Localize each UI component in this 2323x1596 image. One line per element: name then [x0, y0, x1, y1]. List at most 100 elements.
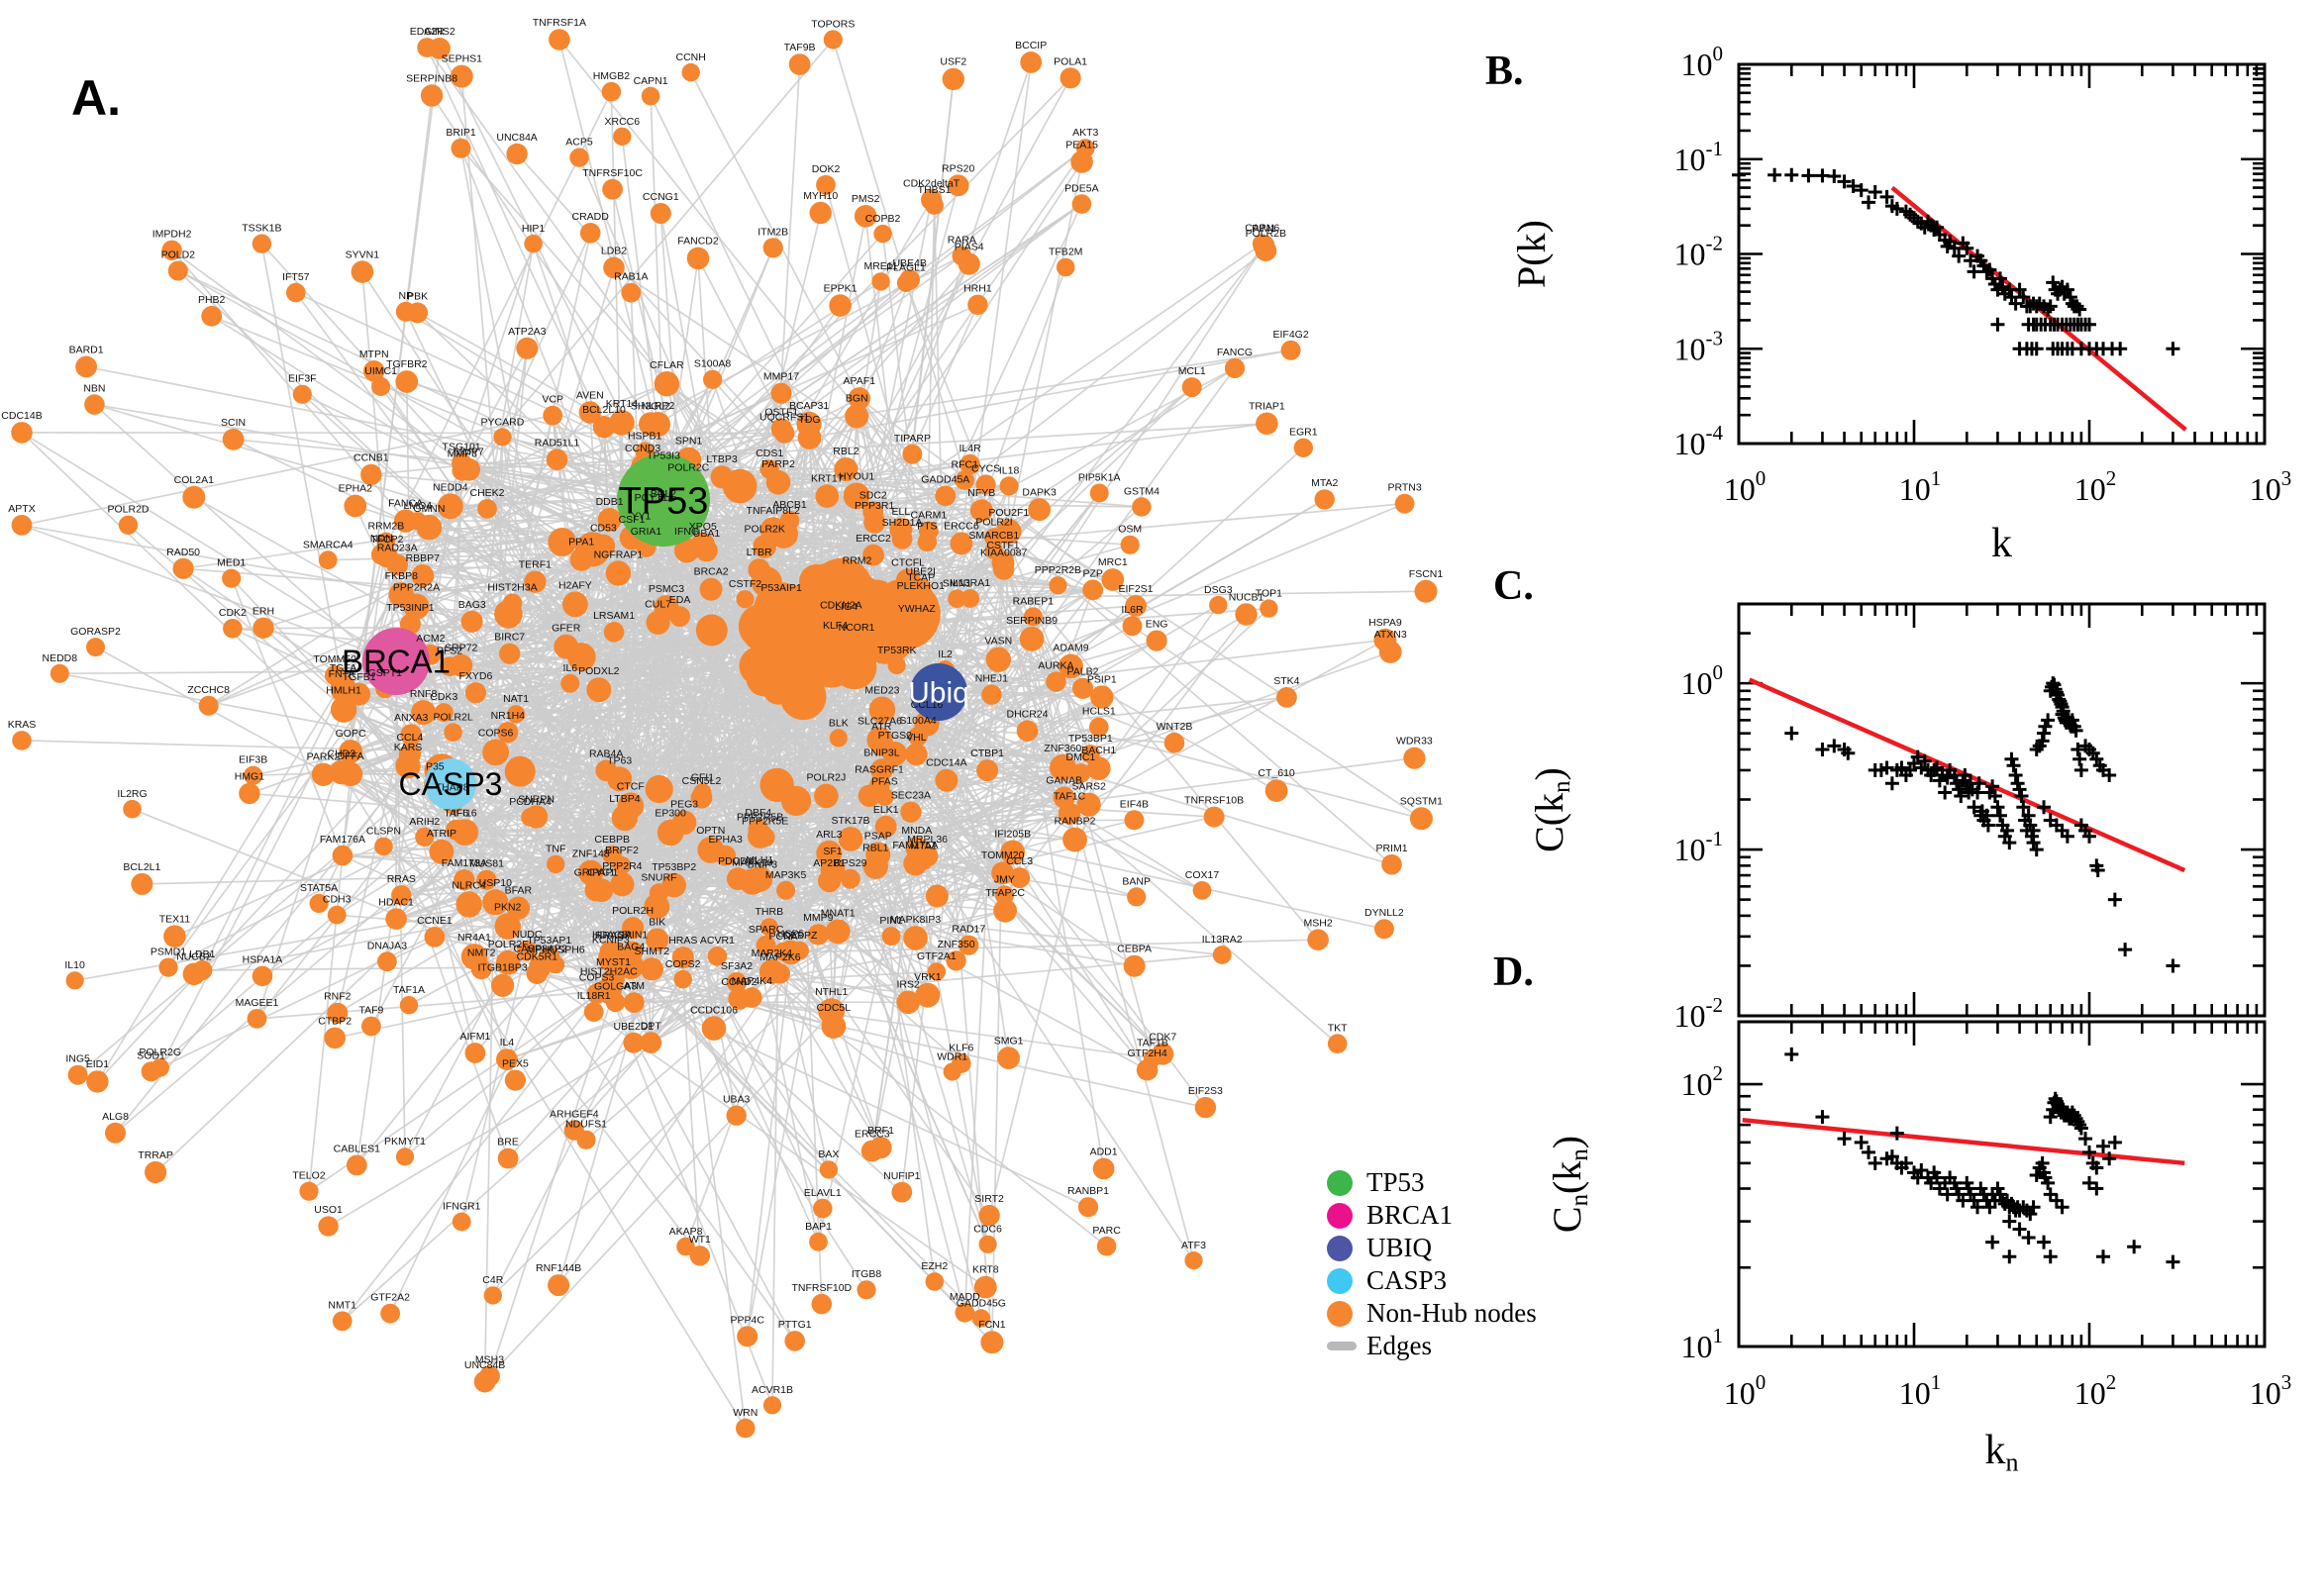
network-edge: [334, 674, 509, 1159]
network-edge: [615, 951, 791, 1004]
network-edge: [1018, 639, 1033, 878]
plot-C: 100 10-1 10-2 C(kn): [1527, 602, 2267, 1034]
network-edge: [1002, 561, 1319, 941]
y-tick-label: 10-1: [1674, 827, 1724, 867]
node-swatch-icon: [1327, 1267, 1353, 1294]
y-tick-label: 102: [1681, 1061, 1724, 1102]
network-edge: [872, 243, 1263, 513]
network-edge: [256, 989, 609, 1020]
legend-label: UBIQ: [1366, 1233, 1432, 1262]
data-point: [2107, 892, 2122, 907]
x-tick-label: 101: [1899, 466, 1942, 507]
network-edge: [342, 424, 659, 856]
axes-frame: [1737, 602, 2267, 1018]
data-point: [2073, 762, 2088, 777]
y-axis-title: C(kn): [1527, 767, 1575, 852]
x-axis-title: k: [1991, 521, 2012, 566]
network-edge: [1073, 613, 1248, 841]
network-panel: TP53RKKIAA0087THAP8CDC14BDSG3NTHL1CEBPZV…: [1, 17, 1443, 1439]
y-tick-label: 10-3: [1674, 326, 1724, 366]
data-point: [2029, 1167, 2044, 1182]
network-edge: [933, 205, 947, 670]
network-edge: [856, 416, 909, 581]
network-edge: [557, 972, 781, 1286]
panel-b-label: B.: [1485, 49, 1524, 94]
network-edge: [423, 711, 1385, 931]
network-edge: [782, 613, 906, 952]
data-point: [1985, 1235, 2000, 1249]
data-point: [1889, 1126, 1904, 1141]
network-edge: [1007, 161, 1083, 532]
network-edge: [650, 95, 810, 425]
network-edge: [357, 95, 433, 695]
network-edge: [429, 526, 536, 583]
data-point: [1801, 168, 1816, 183]
tick-marks: [1737, 1022, 2267, 1348]
network-edge: [518, 907, 614, 954]
data-point: [2166, 1254, 2180, 1269]
network-edge: [780, 392, 1422, 820]
data-point: [2096, 1249, 2111, 1264]
data-point: [1837, 1132, 1852, 1147]
panel-a-label: A.: [71, 70, 121, 126]
network-edge: [231, 577, 409, 767]
network-edge: [21, 414, 554, 527]
network-edge: [817, 510, 983, 1243]
tick-marks: [1737, 602, 2267, 1018]
legend-label: Non-Hub nodes: [1366, 1298, 1537, 1328]
legend: TP53 BRCA1 UBIQ CASP3 Non-Hub nodes Edges: [1327, 1166, 1537, 1362]
x-tick-label: 100: [1724, 1370, 1767, 1411]
data-point: [2118, 943, 2133, 957]
data-point: [1938, 785, 1953, 800]
network-edge: [480, 968, 701, 1256]
data-point: [2166, 958, 2180, 973]
network-edge: [342, 811, 912, 1322]
network-edge: [915, 909, 1006, 940]
edge-swatch-icon: [1327, 1342, 1357, 1350]
data-point: [1884, 776, 1899, 791]
network-edge: [1080, 772, 1392, 866]
network-edge: [383, 688, 476, 1053]
network-edge: [230, 577, 344, 856]
data-point: [2002, 1249, 2017, 1264]
network-edge: [669, 832, 747, 1429]
node-swatch-icon: [1327, 1235, 1353, 1261]
node-swatch-icon: [1327, 1202, 1353, 1229]
data-point: [2037, 1235, 2052, 1249]
network-edge: [926, 723, 1149, 1071]
data-point: [2006, 758, 2021, 773]
network-edge: [154, 879, 465, 1173]
data-point: [1990, 800, 2005, 815]
legend-label: Edges: [1366, 1331, 1432, 1360]
network-edge: [910, 616, 1035, 813]
network-edge: [689, 71, 930, 532]
network-edge: [536, 972, 986, 1288]
network-edge: [507, 732, 773, 1406]
network-edge: [780, 77, 1071, 606]
data-point: [1784, 1047, 1799, 1061]
network-edge: [518, 879, 762, 910]
data-point: [1854, 1135, 1868, 1149]
y-tick-label: 101: [1681, 1324, 1724, 1364]
x-tick-label: 103: [2250, 1370, 2292, 1411]
data-point: [2029, 843, 2044, 857]
data-point: [2004, 751, 2019, 766]
legend-item: CASP3: [1327, 1264, 1537, 1297]
network-edge: [1001, 665, 1072, 873]
data-point: [2043, 1249, 2058, 1264]
data-point: [2008, 767, 2023, 782]
network-edge: [1027, 696, 1103, 732]
y-tick-label: 10-2: [1674, 232, 1724, 272]
y-tick-label: 100: [1681, 42, 1724, 82]
data-point: [1784, 167, 1799, 182]
network-edge: [910, 811, 1163, 1055]
legend-item: UBIQ: [1327, 1232, 1537, 1264]
y-tick-label: 100: [1681, 660, 1724, 701]
network-edge: [409, 623, 715, 1030]
x-axis-title: kn: [1984, 1428, 2018, 1477]
network-edge: [884, 795, 1215, 818]
network-edge: [295, 291, 790, 522]
x-tick-label: 100: [1724, 466, 1767, 507]
